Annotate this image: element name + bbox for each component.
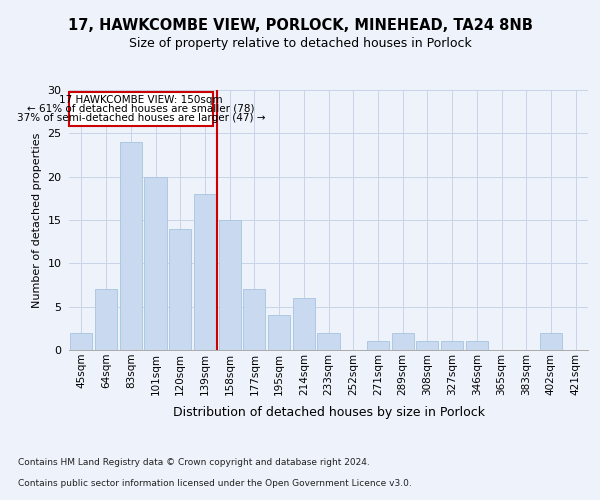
Y-axis label: Number of detached properties: Number of detached properties	[32, 132, 41, 308]
Bar	[293, 298, 315, 350]
Bar	[441, 342, 463, 350]
Bar	[243, 290, 265, 350]
Bar	[95, 290, 117, 350]
Text: Distribution of detached houses by size in Porlock: Distribution of detached houses by size …	[173, 406, 485, 419]
FancyBboxPatch shape	[70, 92, 213, 126]
Bar	[416, 342, 439, 350]
Bar	[540, 332, 562, 350]
Text: 17 HAWKCOMBE VIEW: 150sqm: 17 HAWKCOMBE VIEW: 150sqm	[59, 95, 223, 105]
Text: Contains HM Land Registry data © Crown copyright and database right 2024.: Contains HM Land Registry data © Crown c…	[18, 458, 370, 467]
Bar	[317, 332, 340, 350]
Text: 17, HAWKCOMBE VIEW, PORLOCK, MINEHEAD, TA24 8NB: 17, HAWKCOMBE VIEW, PORLOCK, MINEHEAD, T…	[68, 18, 532, 32]
Text: 37% of semi-detached houses are larger (47) →: 37% of semi-detached houses are larger (…	[17, 113, 265, 123]
Bar	[145, 176, 167, 350]
Bar	[70, 332, 92, 350]
Bar	[392, 332, 414, 350]
Text: Contains public sector information licensed under the Open Government Licence v3: Contains public sector information licen…	[18, 480, 412, 488]
Bar	[194, 194, 216, 350]
Text: Size of property relative to detached houses in Porlock: Size of property relative to detached ho…	[128, 38, 472, 51]
Bar	[218, 220, 241, 350]
Bar	[367, 342, 389, 350]
Bar	[119, 142, 142, 350]
Bar	[268, 316, 290, 350]
Bar	[466, 342, 488, 350]
Text: ← 61% of detached houses are smaller (78): ← 61% of detached houses are smaller (78…	[28, 104, 255, 114]
Bar	[169, 228, 191, 350]
